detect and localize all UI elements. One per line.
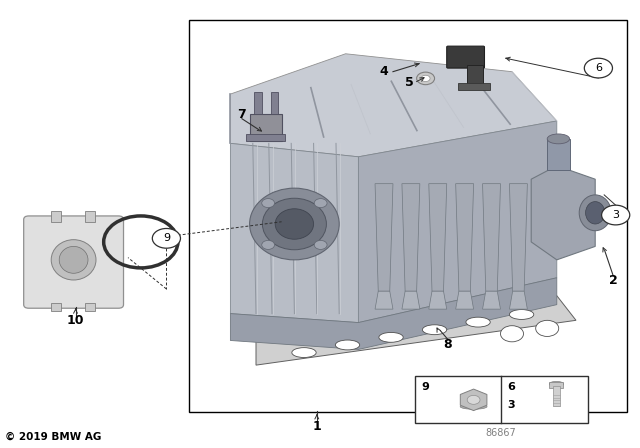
Polygon shape [402,184,420,291]
Ellipse shape [549,381,563,387]
Text: 3: 3 [612,210,619,220]
Circle shape [421,75,430,82]
Ellipse shape [379,332,403,342]
FancyBboxPatch shape [24,216,124,308]
Polygon shape [230,143,358,323]
Bar [458,83,490,90]
Bar [85,303,95,311]
Polygon shape [429,291,447,309]
Ellipse shape [547,134,570,144]
Ellipse shape [292,348,316,358]
Text: 6: 6 [508,382,515,392]
Text: 10: 10 [67,314,84,327]
Ellipse shape [509,310,534,319]
Bar [189,20,627,412]
Circle shape [584,58,612,78]
Circle shape [500,326,524,342]
Text: 8: 8 [444,338,452,352]
Bar [547,139,570,170]
Ellipse shape [466,317,490,327]
Text: 6: 6 [595,63,602,73]
Ellipse shape [579,195,611,231]
Polygon shape [402,291,420,309]
Text: © 2019 BMW AG: © 2019 BMW AG [5,432,102,442]
Text: 4: 4 [380,65,388,78]
Ellipse shape [250,188,339,260]
Polygon shape [358,121,557,323]
Ellipse shape [335,340,360,350]
Polygon shape [456,184,474,291]
Ellipse shape [51,240,96,280]
Bar [246,134,285,141]
Polygon shape [483,291,500,309]
Bar [271,92,278,114]
Polygon shape [256,296,576,365]
Text: 5: 5 [405,76,414,90]
Circle shape [467,396,480,405]
Bar [549,382,563,388]
Polygon shape [456,291,474,309]
Circle shape [262,198,275,207]
Text: 9: 9 [163,233,170,243]
Ellipse shape [586,202,605,224]
Circle shape [152,228,180,248]
Ellipse shape [460,404,487,409]
Text: 3: 3 [508,401,515,410]
Polygon shape [483,184,500,291]
Bar [553,386,559,406]
Bar [254,92,262,114]
FancyBboxPatch shape [447,46,484,68]
Ellipse shape [422,325,447,335]
Ellipse shape [262,198,326,250]
Bar [250,114,282,141]
Bar [415,376,588,423]
Circle shape [602,205,630,225]
Bar [85,211,95,222]
Text: 9: 9 [421,382,429,392]
Text: 2: 2 [609,273,618,287]
Circle shape [262,241,275,250]
Polygon shape [230,54,557,157]
Polygon shape [531,166,595,260]
Text: 86867: 86867 [486,428,516,438]
Polygon shape [509,184,527,291]
Circle shape [314,198,327,207]
Polygon shape [429,184,447,291]
Text: 7: 7 [237,108,246,121]
Bar [51,303,61,311]
Ellipse shape [60,246,88,273]
Bar [51,211,61,222]
Polygon shape [509,291,527,309]
Polygon shape [375,184,393,291]
Circle shape [417,72,435,85]
Bar [467,65,483,85]
Ellipse shape [275,209,314,239]
Polygon shape [230,278,557,349]
Text: 1: 1 [312,420,321,433]
Circle shape [314,241,327,250]
Polygon shape [375,291,393,309]
Circle shape [536,320,559,336]
